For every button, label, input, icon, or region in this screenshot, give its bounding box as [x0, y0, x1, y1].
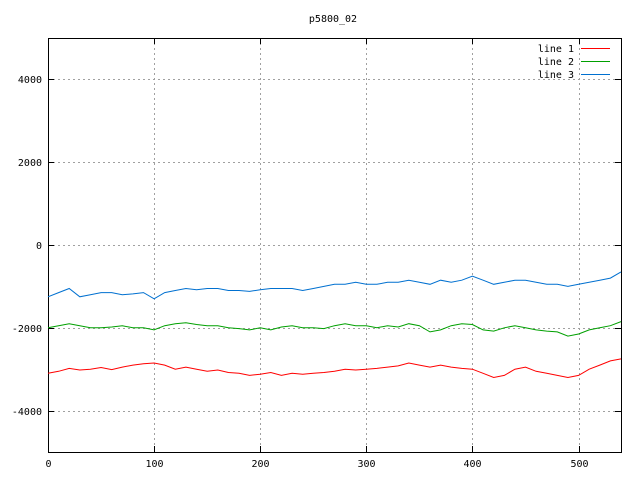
x-tick-label: 0	[45, 459, 51, 470]
y-tick-label: 2000	[18, 158, 42, 169]
axis-ticks: 0 100 200 300 400 500 -4000 -2000 0 2000 4000	[12, 38, 621, 470]
x-tick-label: 400	[463, 459, 481, 470]
series-lines	[47, 271, 622, 379]
y-tick-label: 0	[36, 241, 42, 252]
x-tick-label: 300	[357, 459, 375, 470]
x-tick-label: 500	[570, 459, 588, 470]
x-tick-label: 100	[145, 459, 163, 470]
legend-label: line 1	[538, 44, 574, 55]
x-tick-label: 200	[251, 459, 269, 470]
series-line-1	[47, 358, 622, 379]
series-line-2	[47, 321, 622, 337]
legend: line 1 line 2 line 3	[538, 44, 610, 81]
y-tick-label: 4000	[18, 75, 42, 86]
y-tick-label: -2000	[12, 324, 42, 335]
y-tick-label: -4000	[12, 407, 42, 418]
series-line-3	[47, 271, 622, 300]
grid	[48, 38, 621, 452]
legend-label: line 3	[538, 70, 574, 81]
legend-label: line 2	[538, 57, 574, 68]
chart-title: p5800_02	[309, 14, 357, 25]
